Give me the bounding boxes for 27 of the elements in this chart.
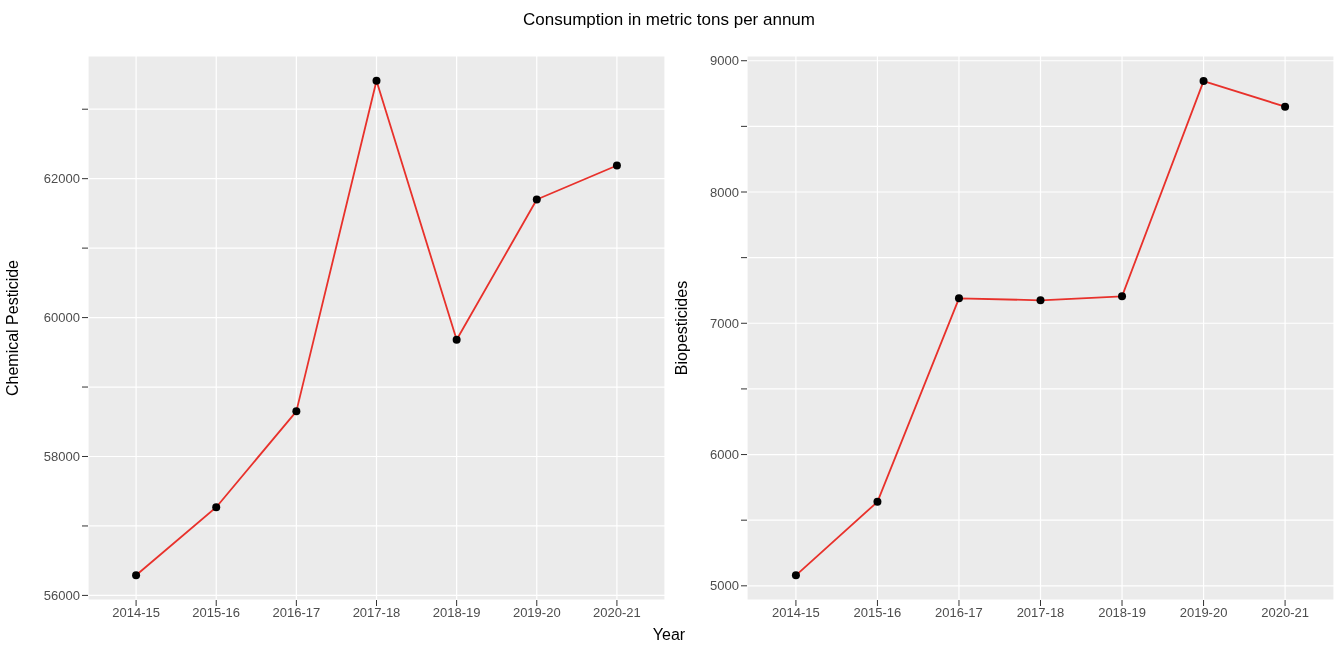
- x-tick-label: 2018-19: [1098, 605, 1146, 621]
- x-tick-label: 2017-18: [1016, 605, 1065, 621]
- y-tick-label: 9000: [710, 53, 739, 69]
- y-tick-label: 7000: [710, 315, 739, 331]
- x-tick-label: 2018-19: [432, 605, 481, 621]
- y-axis-title: Chemical Pesticide: [3, 259, 21, 397]
- y-tick-label: 56000: [43, 588, 80, 604]
- x-tick-label: 2020-21: [593, 605, 641, 621]
- x-tick-label: 2014-15: [112, 605, 160, 621]
- y-tick-label: 6000: [710, 447, 739, 463]
- chart-title: Consumption in metric tons per annum: [522, 9, 816, 31]
- x-tick-label: 2015-16: [192, 605, 241, 621]
- x-tick-label: 2016-17: [272, 605, 321, 621]
- x-tick-label: 2019-20: [512, 605, 561, 621]
- y-tick-label: 58000: [43, 449, 80, 465]
- x-tick-label: 2015-16: [853, 605, 902, 621]
- x-tick-label: 2016-17: [935, 605, 983, 621]
- x-tick-label: 2017-18: [352, 605, 401, 621]
- y-tick-label: 5000: [710, 578, 739, 594]
- y-tick-label: 60000: [43, 310, 80, 326]
- x-axis-title: Year: [651, 626, 687, 644]
- y-axis-title: Biopesticides: [672, 280, 690, 376]
- y-tick-label: 62000: [43, 171, 80, 187]
- x-tick-label: 2020-21: [1261, 605, 1309, 621]
- x-tick-label: 2014-15: [772, 605, 820, 621]
- x-tick-label: 2019-20: [1179, 605, 1228, 621]
- y-tick-label: 8000: [710, 184, 739, 200]
